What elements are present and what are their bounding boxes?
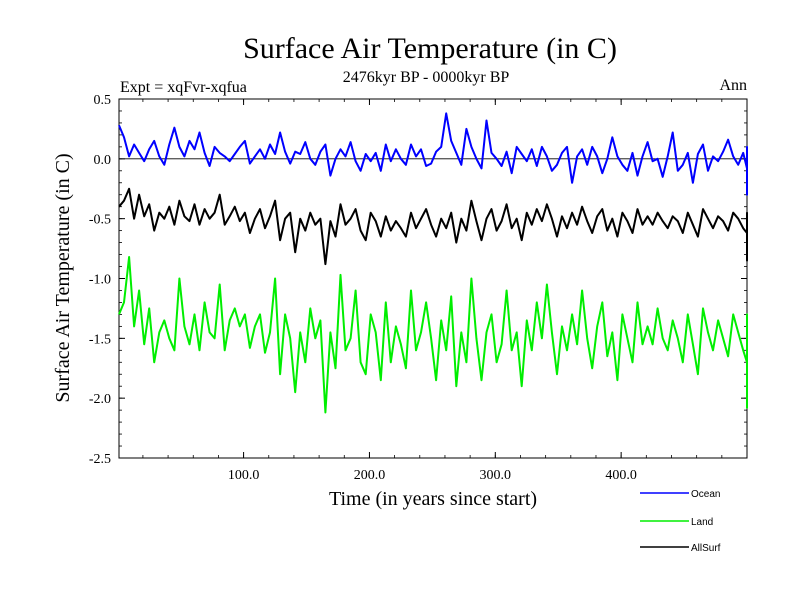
series-line-ocean [118,112,748,196]
chart-subtitle: 2476kyr BP - 0000kyr BP [343,69,510,86]
legend-label-allsurf: AllSurf [691,543,721,554]
x-tick-label: 200.0 [354,468,386,483]
legend-label-land: Land [691,517,713,528]
legend: Ocean Land AllSurf [640,489,721,554]
y-tick-label: 0.5 [94,93,112,108]
y-tick-label: -1.0 [89,273,111,288]
x-axis-label: Time (in years since start) [329,488,537,510]
y-tick-label: -1.5 [89,332,111,347]
y-tick-label: -2.0 [89,392,111,407]
y-axis-label: Surface Air Temperature (in C) [52,153,74,402]
series-line-land [118,256,748,414]
x-tick-label: 300.0 [480,468,512,483]
y-tick-label: -2.5 [89,452,111,467]
legend-label-ocean: Ocean [691,489,720,500]
chart-title: Surface Air Temperature (in C) [243,32,617,65]
season-label: Ann [719,77,747,94]
x-tick-label: 400.0 [605,468,637,483]
plot-area: 0.5 0.0 -0.5 -1.0 -1.5 -2.0 -2.5 100.0 200.0 300.… [89,93,748,483]
y-tick-label: 0.0 [94,153,112,168]
series-line-allsurf [118,187,748,266]
x-tick-label: 100.0 [228,468,260,483]
y-tick-label: -0.5 [89,213,111,228]
expt-label: Expt = xqFvr-xqfua [120,79,247,96]
